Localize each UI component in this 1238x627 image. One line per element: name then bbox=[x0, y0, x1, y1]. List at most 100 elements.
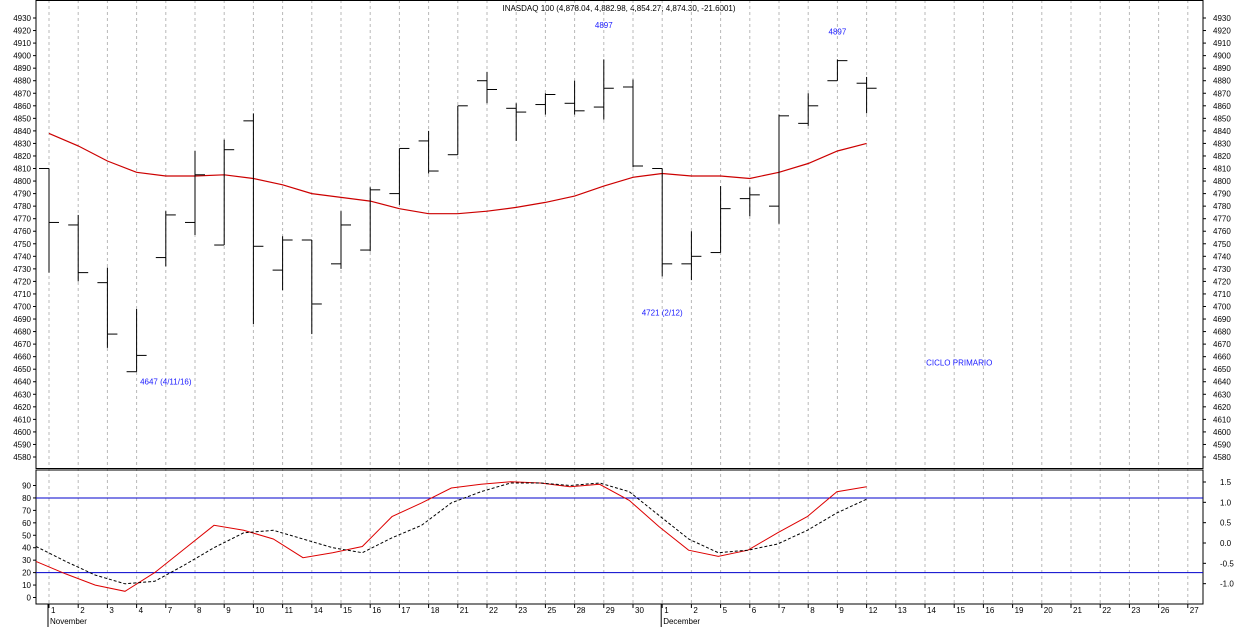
price-tick-label: 4660 bbox=[13, 353, 31, 362]
price-tick-label: 4800 bbox=[1213, 177, 1231, 186]
price-tick-label: 4630 bbox=[1213, 390, 1231, 399]
oscillator-tick-label: 20 bbox=[22, 569, 31, 578]
x-tick-label: 21 bbox=[1073, 606, 1082, 615]
chart-annotation: 4897 bbox=[829, 27, 847, 36]
ohlc-bar bbox=[331, 211, 351, 269]
oscillator-tick-label: 50 bbox=[22, 531, 31, 540]
ohlc-bar bbox=[155, 211, 176, 267]
ohlc-bar bbox=[126, 308, 147, 373]
price-tick-label: 4670 bbox=[1213, 340, 1231, 349]
month-label: December bbox=[663, 617, 700, 626]
price-tick-label: 4910 bbox=[13, 39, 31, 48]
price-tick-label: 4720 bbox=[13, 277, 31, 286]
chart-annotation: 4647 (4/11/16) bbox=[140, 377, 192, 386]
ohlc-bar bbox=[739, 187, 760, 217]
price-tick-label: 4890 bbox=[13, 64, 31, 73]
price-tick-label: 4790 bbox=[1213, 190, 1231, 199]
ohlc-bar bbox=[535, 93, 556, 115]
ohlc-bar bbox=[97, 267, 118, 348]
x-tick-label: 2 bbox=[80, 606, 85, 615]
ohlc-bar bbox=[798, 93, 819, 126]
x-tick-label: 22 bbox=[489, 606, 498, 615]
oscillator-tick-label: 0 bbox=[27, 594, 32, 603]
chart-annotation: 4897 bbox=[595, 21, 613, 30]
x-tick-label: 12 bbox=[869, 606, 878, 615]
price-tick-label: 4870 bbox=[13, 89, 31, 98]
price-tick-label: 4860 bbox=[13, 102, 31, 111]
x-tick-label: 29 bbox=[606, 606, 615, 615]
ohlc-bar bbox=[593, 59, 614, 120]
price-tick-label: 4760 bbox=[13, 227, 31, 236]
price-tick-label: 4730 bbox=[1213, 265, 1231, 274]
x-tick-label: 23 bbox=[518, 606, 527, 615]
price-tick-label: 4710 bbox=[1213, 290, 1231, 299]
oscillator-tick-label: 70 bbox=[22, 506, 31, 515]
x-tick-label: 21 bbox=[460, 606, 469, 615]
price-tick-label: 4840 bbox=[1213, 127, 1231, 136]
x-tick-label: 15 bbox=[343, 606, 352, 615]
price-tick-label: 4740 bbox=[1213, 252, 1231, 261]
price-tick-label: 4750 bbox=[1213, 240, 1231, 249]
ohlc-bar bbox=[360, 187, 381, 252]
price-tick-label: 4770 bbox=[13, 215, 31, 224]
price-tick-label: 4830 bbox=[13, 139, 31, 148]
oscillator-right-tick-label: -0.5 bbox=[1220, 559, 1234, 568]
price-tick-label: 4820 bbox=[1213, 152, 1231, 161]
price-tick-label: 4850 bbox=[13, 114, 31, 123]
ohlc-bar bbox=[301, 239, 322, 335]
price-tick-label: 4660 bbox=[1213, 353, 1231, 362]
x-tick-label: 10 bbox=[255, 606, 264, 615]
x-tick-label: 16 bbox=[985, 606, 994, 615]
x-tick-label: 6 bbox=[752, 606, 757, 615]
price-tick-label: 4600 bbox=[13, 428, 31, 437]
x-tick-label: 23 bbox=[1131, 606, 1140, 615]
price-tick-label: 4650 bbox=[1213, 365, 1231, 374]
price-tick-label: 4930 bbox=[13, 14, 31, 23]
x-tick-label: 30 bbox=[635, 606, 644, 615]
oscillator-tick-label: 80 bbox=[22, 494, 31, 503]
price-tick-label: 4580 bbox=[13, 453, 31, 462]
oscillator-right-tick-label: 0.5 bbox=[1220, 519, 1232, 528]
oscillator-right-tick-label: 1.5 bbox=[1220, 478, 1232, 487]
x-tick-label: 9 bbox=[839, 606, 844, 615]
price-tick-label: 4640 bbox=[1213, 378, 1231, 387]
price-tick-label: 4850 bbox=[1213, 114, 1231, 123]
price-tick-label: 4840 bbox=[13, 127, 31, 136]
price-tick-label: 4680 bbox=[1213, 328, 1231, 337]
x-tick-label: 26 bbox=[1161, 606, 1170, 615]
x-tick-label: 25 bbox=[547, 606, 556, 615]
price-tick-label: 4750 bbox=[13, 240, 31, 249]
price-tick-label: 4910 bbox=[1213, 39, 1231, 48]
price-tick-label: 4790 bbox=[13, 190, 31, 199]
ohlc-bar bbox=[506, 103, 527, 141]
x-tick-label: 8 bbox=[197, 606, 202, 615]
oscillator-tick-label: 10 bbox=[22, 581, 31, 590]
ohlc-bar bbox=[272, 236, 293, 291]
ohlc-bar bbox=[447, 105, 468, 156]
price-tick-label: 4870 bbox=[1213, 89, 1231, 98]
x-tick-label: 11 bbox=[285, 606, 294, 615]
price-tick-label: 4920 bbox=[1213, 27, 1231, 36]
ohlc-bar bbox=[214, 139, 235, 246]
chart-title: INASDAQ 100 (4,878.04, 4,882.98, 4,854.2… bbox=[502, 4, 735, 13]
oscillator-signal-line bbox=[35, 482, 867, 585]
price-tick-label: 4900 bbox=[1213, 52, 1231, 61]
price-tick-label: 4670 bbox=[13, 340, 31, 349]
price-tick-label: 4730 bbox=[13, 265, 31, 274]
price-tick-label: 4830 bbox=[1213, 139, 1231, 148]
x-tick-label: 1 bbox=[51, 606, 56, 615]
price-tick-label: 4860 bbox=[1213, 102, 1231, 111]
x-tick-label: 14 bbox=[314, 606, 323, 615]
x-tick-label: 5 bbox=[723, 606, 728, 615]
price-tick-label: 4640 bbox=[13, 378, 31, 387]
x-tick-label: 13 bbox=[898, 606, 907, 615]
oscillator-right-tick-label: 0.0 bbox=[1220, 539, 1232, 548]
x-tick-label: 7 bbox=[168, 606, 173, 615]
ohlc-bar bbox=[68, 214, 89, 282]
ohlc-bar bbox=[185, 150, 205, 235]
price-tick-label: 4710 bbox=[13, 290, 31, 299]
ohlc-bar bbox=[710, 186, 731, 254]
price-tick-label: 4700 bbox=[1213, 302, 1231, 311]
x-tick-label: 4 bbox=[139, 606, 144, 615]
oscillator-panel-frame bbox=[35, 469, 1204, 605]
